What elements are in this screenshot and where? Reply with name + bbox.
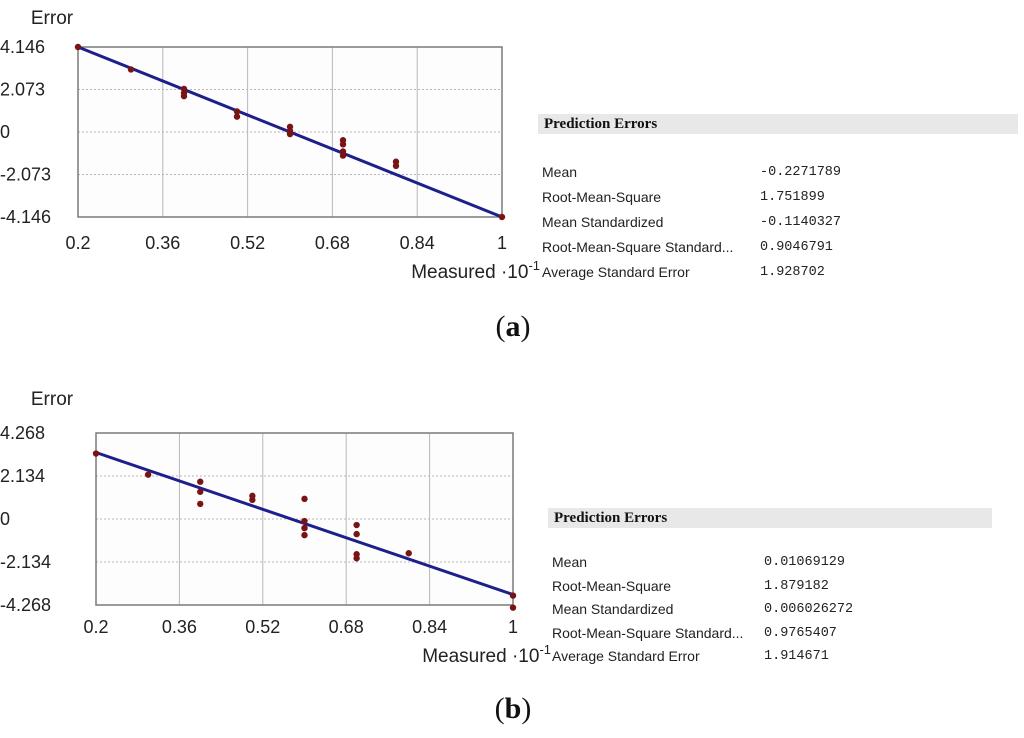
data-point xyxy=(509,592,517,599)
panel-b: 4.268 2.134 0 -2.134 -4.268 0.2 0.36 0.52 0.68 0.… xyxy=(0,369,1024,738)
data-point xyxy=(197,488,204,495)
x-tick-label: 0.52 xyxy=(230,233,265,253)
data-point xyxy=(180,92,188,100)
stat-label: Average Standard Error xyxy=(552,648,700,664)
caption-b: (b) xyxy=(494,692,532,725)
x-tick-label: 0.68 xyxy=(315,233,350,253)
stat-label: Root-Mean-Square Standard... xyxy=(552,624,744,641)
y-tick-label: 4.268 xyxy=(0,423,45,443)
stat-label: Mean Standardized xyxy=(542,214,664,230)
caption-a: (a) xyxy=(495,310,531,343)
x-tick-label: 0.68 xyxy=(329,617,364,637)
stat-row-rms: Root-Mean-Square 1.751899 xyxy=(538,185,1018,210)
data-point xyxy=(286,130,294,138)
y-tick-label: 0 xyxy=(0,122,10,142)
data-point xyxy=(233,108,241,115)
x-tick-label: 0.52 xyxy=(245,617,280,637)
chart-a: 4.146 2.073 0 -2.073 -4.146 0.2 0.36 0.52 0.68 0.… xyxy=(0,8,540,283)
data-point xyxy=(339,152,347,159)
y-tick-label: -2.073 xyxy=(0,165,51,185)
data-point xyxy=(301,495,308,503)
x-tick-label: 0.84 xyxy=(400,233,435,253)
data-point xyxy=(301,517,308,525)
data-point xyxy=(74,43,82,51)
data-point xyxy=(301,531,308,539)
stat-row-mean-standardized: Mean Standardized -0.1140327 xyxy=(538,210,1018,235)
stat-value: 1.928702 xyxy=(760,265,825,280)
plot-frame xyxy=(77,46,503,218)
stat-value: 0.9046791 xyxy=(760,240,833,255)
stat-value: 0.9765407 xyxy=(764,625,837,641)
data-point xyxy=(353,555,360,562)
plot-frame xyxy=(95,432,514,606)
data-point xyxy=(144,471,152,478)
x-axis-title: Measured ·10-1 xyxy=(411,258,540,283)
stat-value: 1.879182 xyxy=(764,578,829,594)
y-tick-label: 2.073 xyxy=(0,80,45,100)
prediction-errors-table-b: Prediction Errors Mean 0.01069129 Root-Me… xyxy=(548,508,992,669)
x-tick-label: 0.2 xyxy=(83,617,108,637)
x-tick-label: 0.84 xyxy=(412,617,447,637)
data-point xyxy=(509,604,517,611)
x-tick-label: 0.2 xyxy=(65,233,90,253)
data-point xyxy=(339,141,347,148)
panel-a: 4.146 2.073 0 -2.073 -4.146 0.2 0.36 0.52 0.68 0.… xyxy=(0,8,1018,343)
data-point xyxy=(353,530,360,538)
caption-letter: a xyxy=(505,310,521,343)
y-tick-label: 4.146 xyxy=(0,37,45,57)
stat-value: 1.751899 xyxy=(760,190,825,205)
stat-row-rms: Root-Mean-Square 1.879182 xyxy=(548,575,992,599)
prediction-errors-table-a: Prediction Errors Mean -0.2271789 Root-Me… xyxy=(538,114,1018,285)
stat-value: -0.2271789 xyxy=(760,165,842,180)
data-point xyxy=(92,450,100,457)
y-tick-label: -2.134 xyxy=(0,552,51,572)
y-tick-label: 2.134 xyxy=(0,466,45,486)
stat-row-mean-standardized: Mean Standardized 0.006026272 xyxy=(548,598,992,622)
data-point xyxy=(353,521,360,529)
x-tick-label: 1 xyxy=(508,617,518,637)
y-axis-title: Error xyxy=(31,8,74,29)
data-point xyxy=(405,550,412,557)
x-axis-title: Measured ·10-1 xyxy=(422,642,551,667)
data-point xyxy=(301,524,308,532)
data-point xyxy=(498,213,506,221)
prediction-errors-title: Prediction Errors xyxy=(538,114,1018,134)
y-axis-title: Error xyxy=(31,389,74,410)
stat-value: 1.914671 xyxy=(764,649,829,664)
data-point xyxy=(197,500,204,508)
chart-b: 4.268 2.134 0 -2.134 -4.268 0.2 0.36 0.52 0.68 0.… xyxy=(0,389,551,667)
x-tick-label: 0.36 xyxy=(162,617,197,637)
caption-letter: b xyxy=(504,692,522,725)
stat-row-rms-standardized: Root-Mean-Square Standard... 0.9765407 xyxy=(548,622,992,646)
stat-row-mean: Mean 0.01069129 xyxy=(548,551,992,575)
y-tick-label: -4.146 xyxy=(0,207,51,227)
y-tick-label: -4.268 xyxy=(0,595,51,615)
stat-row-rms-standardized: Root-Mean-Square Standard... 0.9046791 xyxy=(538,235,1018,260)
data-point xyxy=(392,162,400,170)
x-tick-label: 1 xyxy=(497,233,507,253)
stat-row-average-standard-error: Average Standard Error 1.928702 xyxy=(538,260,1018,285)
stat-value: 0.006026272 xyxy=(764,602,854,617)
data-point xyxy=(197,478,204,485)
stat-label: Root-Mean-Square xyxy=(542,189,662,205)
stat-label: Mean xyxy=(542,164,578,180)
data-point xyxy=(233,113,241,120)
stat-label: Average Standard Error xyxy=(542,264,690,280)
x-tick-label: 0.36 xyxy=(145,233,180,253)
data-point xyxy=(127,66,135,73)
stat-label: Root-Mean-Square xyxy=(552,577,672,594)
stat-row-mean: Mean -0.2271789 xyxy=(538,160,1018,185)
stat-label: Mean Standardized xyxy=(552,601,674,617)
stat-value: 0.01069129 xyxy=(764,555,846,570)
data-point xyxy=(249,496,256,504)
stat-label: Mean xyxy=(552,554,588,570)
stat-value: -0.1140327 xyxy=(760,215,842,230)
y-tick-label: 0 xyxy=(0,509,10,529)
stat-label: Root-Mean-Square Standard... xyxy=(542,239,734,255)
prediction-errors-title: Prediction Errors xyxy=(548,508,992,528)
stat-row-average-standard-error: Average Standard Error 1.914671 xyxy=(548,645,992,669)
